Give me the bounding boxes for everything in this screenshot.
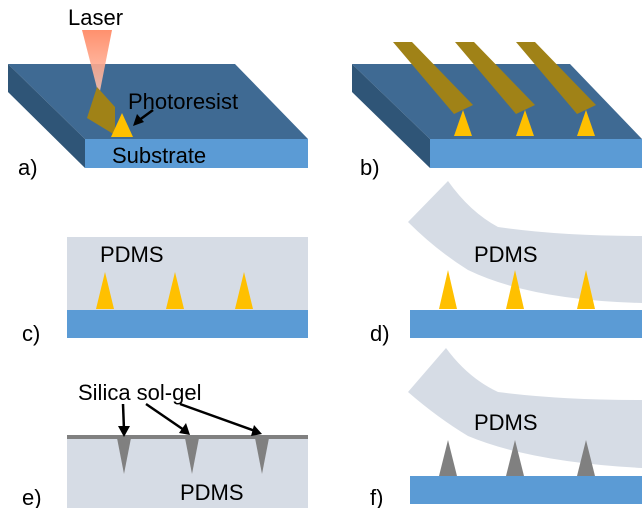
photoresist-wall bbox=[455, 42, 535, 114]
photoresist-tip bbox=[111, 113, 133, 137]
substrate-left-side bbox=[8, 64, 85, 168]
panel-c-label: c) bbox=[22, 321, 40, 346]
substrate-front bbox=[430, 139, 642, 168]
silica-arrow bbox=[145, 402, 185, 432]
substrate-front bbox=[85, 139, 308, 168]
panel-f: PDMS f) bbox=[370, 348, 642, 508]
substrate-top bbox=[8, 64, 308, 139]
panel-a-label: a) bbox=[18, 155, 38, 180]
substrate-left-side bbox=[352, 64, 430, 168]
photoresist-tip bbox=[454, 110, 472, 136]
silica-arrow bbox=[179, 402, 256, 433]
panel-b: b) bbox=[352, 42, 642, 180]
panel-e-label: e) bbox=[22, 485, 42, 508]
photoresist-tip bbox=[516, 110, 534, 136]
laser-beam bbox=[82, 30, 112, 96]
photoresist-tip bbox=[96, 272, 114, 309]
photoresist-arrowhead bbox=[133, 114, 144, 126]
substrate bbox=[410, 310, 642, 338]
photoresist-tip bbox=[235, 272, 253, 309]
photoresist-wall bbox=[516, 42, 596, 114]
substrate-label: Substrate bbox=[112, 143, 206, 168]
silica-arrowhead bbox=[118, 426, 130, 437]
substrate bbox=[410, 476, 642, 504]
silica-tip bbox=[439, 440, 457, 476]
photoresist-tip bbox=[166, 272, 184, 309]
panel-f-label: f) bbox=[370, 485, 383, 508]
silica-layer bbox=[67, 435, 308, 439]
substrate bbox=[67, 310, 308, 338]
laser-label: Laser bbox=[68, 5, 123, 30]
photoresist-tip bbox=[577, 270, 595, 309]
silica-arrowhead bbox=[251, 425, 262, 436]
pdms-label: PDMS bbox=[474, 410, 538, 435]
photoresist-tip bbox=[577, 110, 595, 136]
panel-a: Laser Photoresist Substrate a) bbox=[8, 5, 308, 180]
photoresist-label: Photoresist bbox=[128, 89, 238, 114]
silica-tip bbox=[577, 440, 595, 476]
silica-tip bbox=[255, 438, 269, 474]
silica-tip bbox=[506, 440, 524, 476]
panel-e: Silica sol-gel PDMS e) bbox=[22, 380, 308, 508]
panel-c: PDMS c) bbox=[22, 237, 308, 346]
silica-tip bbox=[117, 438, 131, 474]
panel-b-label: b) bbox=[360, 155, 380, 180]
photoresist-wall bbox=[87, 87, 115, 135]
panel-d: PDMS d) bbox=[370, 181, 642, 346]
silica-arrowhead bbox=[179, 423, 190, 435]
photoresist-tip bbox=[439, 270, 457, 309]
pdms-label: PDMS bbox=[474, 242, 538, 267]
pdms-peeled-film bbox=[408, 348, 642, 468]
photoresist-tip bbox=[506, 270, 524, 309]
pdms-label: PDMS bbox=[180, 480, 244, 505]
silica-label: Silica sol-gel bbox=[78, 380, 202, 405]
pdms-label: PDMS bbox=[100, 242, 164, 267]
silica-arrow bbox=[121, 403, 126, 431]
silica-tip bbox=[185, 438, 199, 474]
panel-d-label: d) bbox=[370, 321, 390, 346]
photoresist-wall bbox=[393, 42, 473, 114]
pdms-peeled-film bbox=[408, 181, 642, 303]
